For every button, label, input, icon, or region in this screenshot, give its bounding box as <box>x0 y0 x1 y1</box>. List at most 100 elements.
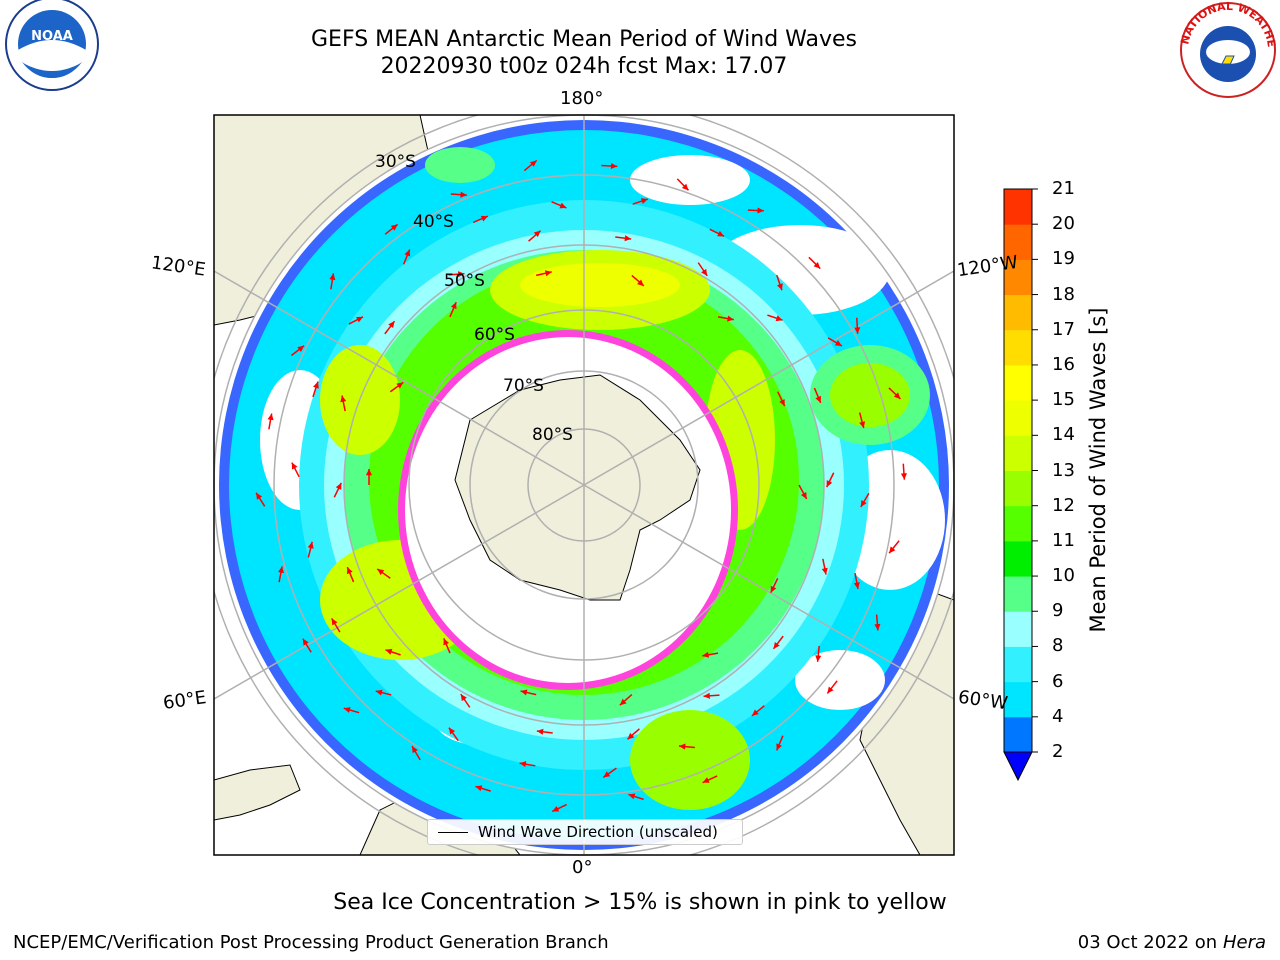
wave-arrow-head <box>757 207 764 214</box>
wave-arrow-head <box>603 771 611 778</box>
wave-arrow-head <box>536 728 544 735</box>
colorbar-segment <box>1004 364 1032 401</box>
sea-ice-note: Sea Ice Concentration > 15% is shown in … <box>333 890 947 915</box>
colorbar-segment <box>1004 505 1032 542</box>
colorbar-tick-label: 17 <box>1052 318 1075 340</box>
wave-arrow-head <box>388 321 395 329</box>
colorbar-segment <box>1004 435 1032 471</box>
wave-arrow-head <box>854 327 861 334</box>
colorbar-tick-label: 18 <box>1052 283 1075 305</box>
wave-arrow-head <box>346 567 353 575</box>
colorbar-segment <box>1004 294 1032 331</box>
wave-arrow-head <box>628 793 636 800</box>
nws-logo: NATIONAL WEATHER SERVICE <box>1172 0 1280 100</box>
colorbar-tick-label: 8 <box>1052 635 1064 657</box>
wave-arrow-head <box>610 162 618 170</box>
wave-arrow-head <box>826 480 833 488</box>
wave-arrow-head <box>385 648 393 655</box>
chart-subtitle-run: 20220930 t00z 024h fcst Max: 17.07 <box>380 54 788 79</box>
wave-arrow-head <box>552 805 560 812</box>
wave-arrow-head <box>678 743 686 750</box>
wave-arrow-head <box>773 641 780 649</box>
colorbar-tick-label: 11 <box>1052 529 1075 551</box>
colorbar-segment <box>1004 716 1032 753</box>
wave-arrow-head <box>307 541 314 549</box>
wave-arrow-head <box>460 694 467 702</box>
wave-arrow-head <box>702 651 710 658</box>
colorbar-segment <box>1004 400 1032 436</box>
wave-arrow-head <box>853 582 860 589</box>
wave-arrow-head <box>256 492 263 500</box>
wave-arrow-head <box>640 198 648 204</box>
wave-arrow-head <box>717 230 725 237</box>
colorbar-segment <box>1004 224 1032 260</box>
colorbar-segment <box>1004 189 1032 225</box>
wave-arrow-head <box>776 743 782 751</box>
lon-label-0: 0° <box>572 857 593 878</box>
land-antarctica <box>454 374 701 601</box>
wave-arrow-head <box>770 585 777 593</box>
wave-arrow-head <box>390 224 398 231</box>
wave-arrow-head <box>815 655 822 662</box>
colorbar-tick-label: 14 <box>1052 424 1075 446</box>
chart-title: GEFS MEAN Antarctic Mean Period of Wind … <box>311 27 857 52</box>
wave-arrow-head <box>702 777 710 783</box>
wave-arrow-head <box>377 568 385 576</box>
wave-arrow-head <box>751 709 759 716</box>
wave-arrow-head <box>627 732 635 740</box>
colorbar-label: Mean Period of Wind Waves [s] <box>1086 307 1110 633</box>
wave-arrow-head <box>559 202 567 209</box>
wave-arrow-head <box>375 689 383 696</box>
wave-arrow-head <box>681 183 689 191</box>
wave-arrow-head <box>779 399 785 407</box>
wave-arrow-head <box>703 692 711 699</box>
colorbar-segment <box>1004 259 1032 296</box>
colorbar-tick-label: 20 <box>1052 213 1075 235</box>
map-legend: Wind Wave Direction (unscaled) <box>427 819 743 845</box>
wave-arrow-head <box>859 421 866 429</box>
wave-arrow-head <box>331 618 338 626</box>
wave-arrow-head <box>460 191 467 198</box>
lon-label-180: 180° <box>560 88 604 109</box>
wave-arrow-head <box>291 462 298 470</box>
lat-label-40s: 40°S <box>413 212 454 232</box>
wave-arrow-head <box>335 482 342 490</box>
wave-arrow-head <box>412 746 418 754</box>
wave-arrow-head <box>343 707 351 713</box>
wave-arrow-head <box>457 271 465 278</box>
wave-arrow-head <box>889 546 896 554</box>
footer-credit: NCEP/EMC/Verification Post Processing Pr… <box>13 932 609 953</box>
land-africa <box>214 764 301 821</box>
colorbar-segment <box>1004 470 1032 507</box>
colorbar-tick-label: 13 <box>1052 459 1075 481</box>
wave-arrow-head <box>529 160 537 167</box>
map-frame <box>213 114 955 856</box>
wave-arrow-head <box>356 316 364 323</box>
wave-arrow-head <box>619 698 627 706</box>
wind-wave-arrows <box>255 159 907 813</box>
colorbar-tick-label: 9 <box>1052 600 1064 622</box>
wave-arrow-head <box>637 279 644 286</box>
wave-arrow-head <box>624 235 632 242</box>
noaa-logo-text: NOAA <box>31 29 73 44</box>
wave-arrow-head <box>815 395 822 403</box>
wave-arrow-head <box>297 345 305 353</box>
wave-arrow-head <box>448 727 456 735</box>
legend-line-sample <box>438 832 468 833</box>
wave-arrow-head <box>302 638 309 646</box>
colorbar-segment <box>1004 611 1032 647</box>
colorbar-tick-label: 21 <box>1052 178 1075 199</box>
colorbar-tick-label: 16 <box>1052 353 1075 375</box>
wave-arrow-head <box>893 392 901 399</box>
colorbar-segment <box>1004 576 1032 612</box>
wave-arrow-head <box>519 761 527 768</box>
wave-arrow-head <box>834 340 842 346</box>
wave-arrow-head <box>727 315 734 322</box>
colorbar-tick-label: 10 <box>1052 565 1075 587</box>
wave-arrow-head <box>544 270 552 277</box>
colorbar-tick-label: 19 <box>1052 248 1075 270</box>
footer-date: 03 Oct 2022 on Hera <box>1078 932 1266 953</box>
wave-arrow-head <box>480 215 488 222</box>
wave-arrow-head <box>533 230 541 238</box>
